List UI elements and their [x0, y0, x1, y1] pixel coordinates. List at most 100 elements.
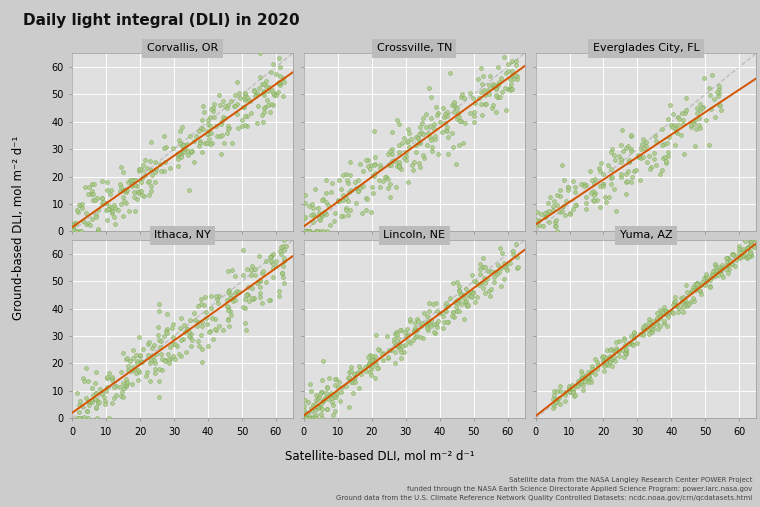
Point	[462, 302, 474, 310]
Point	[204, 327, 217, 335]
Point	[460, 297, 472, 305]
Point	[77, 217, 89, 225]
Point	[239, 91, 251, 99]
Point	[407, 328, 420, 336]
Point	[597, 367, 610, 375]
Point	[662, 148, 674, 156]
Point	[661, 308, 673, 316]
Point	[93, 398, 105, 406]
Point	[100, 177, 112, 186]
Point	[434, 118, 446, 126]
Point	[98, 393, 110, 401]
Point	[221, 104, 233, 113]
Point	[701, 273, 713, 281]
Point	[708, 266, 720, 274]
Point	[268, 264, 280, 272]
Point	[414, 123, 426, 131]
Point	[505, 85, 518, 93]
Point	[623, 156, 635, 164]
Point	[311, 227, 323, 235]
Point	[724, 265, 736, 273]
Point	[197, 102, 209, 110]
Point	[498, 53, 510, 61]
Point	[422, 326, 434, 334]
Point	[610, 156, 622, 164]
Point	[267, 273, 279, 281]
Point	[202, 135, 214, 143]
Point	[239, 318, 252, 327]
Point	[353, 384, 365, 392]
Point	[365, 371, 377, 379]
Point	[687, 294, 699, 302]
Point	[606, 362, 619, 370]
Point	[689, 286, 701, 294]
Point	[632, 153, 644, 161]
Point	[578, 377, 591, 385]
Point	[321, 405, 334, 413]
Point	[382, 346, 394, 354]
Point	[81, 407, 93, 415]
Point	[99, 396, 111, 405]
Point	[93, 385, 106, 393]
Point	[714, 267, 727, 275]
Point	[119, 382, 131, 390]
Point	[68, 221, 81, 229]
Point	[239, 121, 252, 129]
Point	[136, 174, 148, 182]
Point	[579, 374, 591, 382]
Point	[112, 206, 124, 214]
Point	[245, 109, 257, 117]
Point	[308, 412, 320, 420]
Point	[368, 172, 380, 180]
Point	[741, 244, 753, 252]
Point	[619, 348, 631, 356]
Point	[258, 80, 270, 88]
Point	[597, 170, 609, 178]
Point	[467, 288, 479, 297]
Point	[591, 196, 603, 204]
Point	[122, 366, 135, 374]
Point	[220, 129, 233, 137]
Point	[585, 378, 597, 386]
Point	[479, 288, 491, 297]
Point	[246, 284, 258, 293]
Point	[324, 391, 336, 399]
Point	[183, 132, 195, 140]
Point	[687, 283, 699, 291]
Point	[716, 261, 728, 269]
Point	[256, 299, 268, 307]
Point	[644, 163, 657, 171]
Point	[388, 157, 401, 165]
Point	[579, 193, 591, 201]
Point	[416, 114, 429, 122]
Point	[137, 345, 149, 353]
Point	[194, 136, 206, 144]
Point	[115, 200, 127, 208]
Point	[220, 302, 233, 310]
Point	[610, 338, 622, 346]
Point	[445, 294, 457, 302]
Point	[97, 198, 109, 206]
Point	[222, 267, 234, 275]
Point	[207, 113, 220, 121]
Point	[136, 191, 148, 199]
Point	[599, 357, 611, 365]
Point	[468, 118, 480, 126]
Point	[746, 242, 758, 250]
Point	[120, 381, 132, 389]
Point	[266, 86, 278, 94]
Point	[647, 324, 659, 333]
Point	[597, 357, 609, 366]
Point	[677, 294, 689, 302]
Point	[240, 93, 252, 101]
Point	[340, 382, 352, 390]
Point	[116, 388, 128, 396]
Point	[309, 400, 321, 408]
Point	[439, 111, 451, 119]
Point	[505, 85, 518, 93]
Point	[662, 115, 674, 123]
Point	[656, 310, 668, 318]
Point	[229, 296, 241, 304]
Point	[471, 293, 483, 301]
Point	[634, 175, 646, 184]
